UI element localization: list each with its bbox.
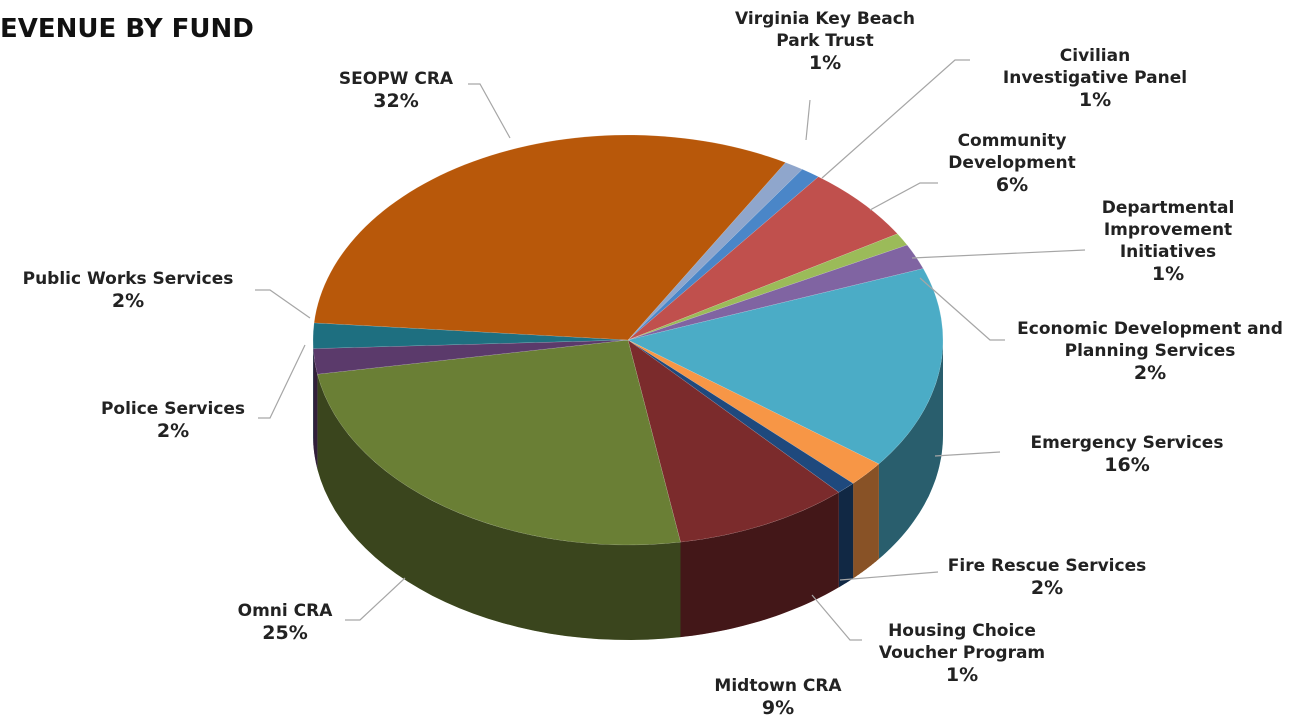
leader-line: [821, 59, 970, 179]
slice: [313, 134, 786, 341]
slice-side-shade: [680, 492, 839, 638]
slice: [627, 244, 924, 341]
value-label: 1%: [808, 52, 842, 74]
slice: [627, 339, 840, 543]
category-label: Public Works Services: [22, 269, 234, 289]
slice-side-shade: [853, 463, 879, 579]
leader-line: [839, 571, 939, 581]
leader-line: [805, 99, 811, 141]
leader-line: [258, 344, 306, 419]
slice-side: [317, 374, 681, 640]
slice-side-shade: [313, 348, 318, 470]
slice: [313, 339, 629, 375]
value-label: 9%: [761, 697, 795, 719]
data-label: Economic Development and Planning Servic…: [1005, 318, 1293, 384]
category-label: Midtown CRA: [714, 676, 842, 696]
category-label: Civilian Investigative Panel: [1002, 46, 1188, 88]
data-label: SEOPW CRA 32%: [306, 68, 486, 112]
slice: [317, 339, 681, 546]
slice-side-shade: [878, 340, 943, 559]
value-label: 1%: [945, 664, 979, 686]
category-label: Economic Development and Planning Servic…: [1017, 319, 1283, 361]
leader-line: [869, 182, 938, 211]
data-label: Housing Choice Voucher Program 1%: [862, 620, 1062, 686]
data-label: Virginia Key Beach Park Trust 1%: [735, 8, 915, 74]
slice: [627, 162, 803, 341]
slice-side: [680, 492, 839, 638]
data-label: Fire Rescue Services 2%: [927, 555, 1167, 599]
value-label: 1%: [1151, 263, 1185, 285]
chart-title: EVENUE BY FUND: [0, 14, 254, 44]
value-label: 1%: [1078, 89, 1112, 111]
leader-line: [468, 83, 511, 139]
data-label: Departmental Improvement Initiatives 1%: [1083, 197, 1253, 285]
leader-line: [911, 249, 1086, 259]
slice-side: [853, 463, 879, 579]
slice: [627, 233, 908, 341]
category-label: Virginia Key Beach Park Trust: [735, 9, 915, 51]
slice: [627, 339, 854, 493]
leader-line: [919, 277, 1005, 341]
category-label: Emergency Services: [1030, 433, 1224, 453]
data-label: Emergency Services 16%: [997, 432, 1257, 476]
value-label: 25%: [262, 622, 308, 644]
value-label: 2%: [1030, 577, 1064, 599]
slice-side: [878, 340, 943, 559]
category-label: Departmental Improvement Initiatives: [1101, 198, 1235, 262]
leader-line: [345, 577, 406, 621]
data-label: Omni CRA 25%: [205, 600, 365, 644]
slice: [312, 322, 629, 349]
slice: [627, 176, 898, 341]
category-label: SEOPW CRA: [338, 69, 454, 89]
slice-side-shade: [317, 374, 681, 640]
category-label: Omni CRA: [237, 601, 333, 621]
value-label: 2%: [1133, 362, 1167, 384]
slice-side: [838, 483, 854, 588]
slice: [627, 339, 880, 484]
data-label: Civilian Investigative Panel 1%: [1000, 45, 1190, 111]
category-label: Fire Rescue Services: [947, 556, 1147, 576]
leader-line: [934, 451, 1001, 457]
value-label: 16%: [1104, 454, 1150, 476]
value-label: 2%: [111, 290, 145, 312]
leader-line: [811, 594, 862, 641]
data-label: Police Services 2%: [73, 398, 273, 442]
value-label: 6%: [995, 174, 1029, 196]
value-label: 32%: [373, 90, 419, 112]
slice-side-shade: [838, 483, 854, 588]
slice-side: [313, 348, 318, 470]
data-label: Public Works Services 2%: [0, 268, 263, 312]
category-label: Police Services: [100, 399, 246, 419]
data-label: Midtown CRA 9%: [678, 675, 878, 719]
slice: [627, 168, 819, 341]
data-label: Community Development 6%: [932, 130, 1092, 196]
leader-line: [255, 289, 311, 319]
category-label: Community Development: [948, 131, 1076, 173]
value-label: 2%: [156, 420, 190, 442]
category-label: Housing Choice Voucher Program: [878, 621, 1046, 663]
